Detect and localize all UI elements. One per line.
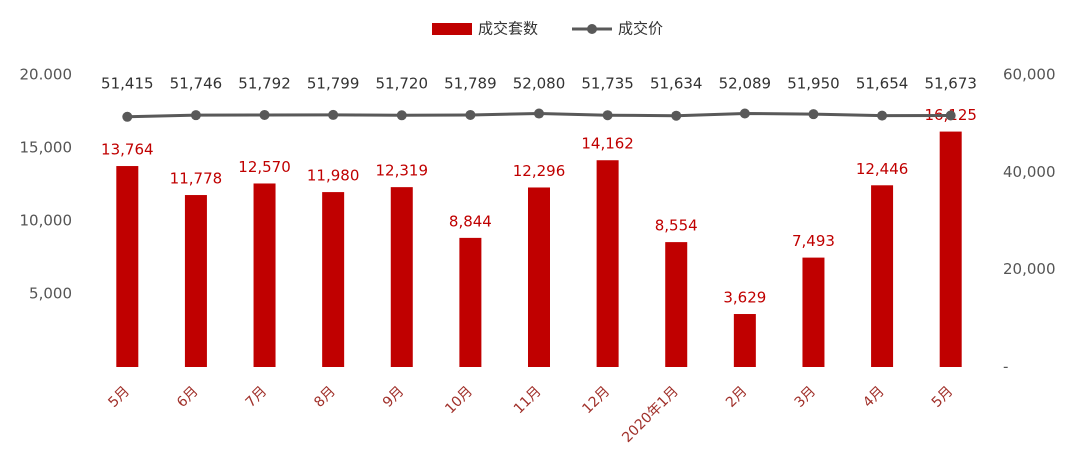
bar-value-label: 11,980 xyxy=(307,167,360,185)
legend-marker xyxy=(587,24,597,34)
x-tick-label: 5月 xyxy=(929,383,957,411)
bar xyxy=(390,187,413,367)
price-marker xyxy=(396,110,407,121)
line-value-label: 51,415 xyxy=(101,75,154,93)
bar-value-label: 12,296 xyxy=(513,162,566,180)
price-marker xyxy=(122,111,133,122)
line-value-label: 51,950 xyxy=(787,75,840,93)
bar xyxy=(596,160,619,367)
bar-value-label: 8,554 xyxy=(655,217,698,235)
price-marker xyxy=(465,109,476,120)
bar-value-label: 12,570 xyxy=(238,158,291,176)
x-tick-label: 5月 xyxy=(105,383,133,411)
bar xyxy=(322,192,345,367)
bar xyxy=(802,257,825,367)
bar-value-label: 7,493 xyxy=(792,232,835,250)
x-tick-label: 6月 xyxy=(174,383,202,411)
y-tick-label: 15,000 xyxy=(20,139,73,157)
x-tick-label: 3月 xyxy=(792,383,820,411)
legend: 成交套数 成交价 xyxy=(432,20,663,38)
bar-value-label: 11,778 xyxy=(170,170,223,188)
bar xyxy=(459,237,482,367)
bar xyxy=(528,187,550,367)
line-value-label: 51,654 xyxy=(856,75,909,93)
x-tick-label: 7月 xyxy=(243,383,271,411)
legend-swatch xyxy=(432,23,472,35)
price-marker xyxy=(328,109,339,120)
price-marker xyxy=(602,110,613,121)
x-tick-label: 10月 xyxy=(442,383,476,417)
price-marker xyxy=(808,109,819,120)
bar-value-label: 8,844 xyxy=(449,212,492,230)
bar xyxy=(116,166,139,367)
line-value-label: 51,792 xyxy=(238,75,291,93)
y2-tick-label: 60,000 xyxy=(1003,66,1056,84)
x-tick-label: 2月 xyxy=(723,383,751,411)
line-value-label: 51,720 xyxy=(376,75,429,93)
bar xyxy=(939,131,962,367)
line-value-label: 51,673 xyxy=(924,75,977,93)
bar-value-label: 12,319 xyxy=(376,162,429,180)
x-tick-label: 8月 xyxy=(311,383,339,411)
x-tick-label: 12月 xyxy=(579,383,613,417)
line-value-label: 52,089 xyxy=(719,75,772,93)
y-tick-label: 20.000 xyxy=(20,66,73,84)
line-value-label: 51,746 xyxy=(170,75,223,93)
line-value-label: 51,735 xyxy=(581,75,634,93)
price-marker xyxy=(877,110,888,121)
price-marker xyxy=(945,110,956,121)
legend-label: 成交套数 xyxy=(478,20,538,38)
x-tick-label: 9月 xyxy=(380,383,408,411)
price-marker xyxy=(534,108,544,119)
bar xyxy=(733,314,756,367)
bar xyxy=(184,195,207,367)
x-tick-label: 11月 xyxy=(511,383,545,417)
y2-tick-label: 20,000 xyxy=(1003,260,1056,278)
price-marker xyxy=(190,110,201,121)
bar xyxy=(665,242,688,367)
bar-value-label: 3,629 xyxy=(723,289,766,307)
price-marker xyxy=(671,110,682,121)
y2-tick-label: - xyxy=(1003,358,1008,376)
bar-value-label: 13,764 xyxy=(101,141,154,159)
y2-tick-label: 40,000 xyxy=(1003,163,1056,181)
bar xyxy=(871,185,894,367)
bar-value-label: 12,446 xyxy=(856,160,909,178)
price-marker xyxy=(739,108,750,119)
line-value-label: 51,789 xyxy=(444,75,497,93)
bar-value-label: 14,162 xyxy=(581,135,634,153)
legend-label: 成交价 xyxy=(618,20,663,38)
bar xyxy=(253,183,276,367)
price-marker xyxy=(259,109,270,120)
x-tick-label: 4月 xyxy=(860,383,888,411)
line-value-label: 51,799 xyxy=(307,75,360,93)
y-tick-label: 10,000 xyxy=(20,212,73,230)
x-tick-label: 2020年1月 xyxy=(619,383,682,446)
line-value-label: 52,080 xyxy=(513,75,566,93)
y-tick-label: 5,000 xyxy=(29,285,72,303)
line-value-label: 51,634 xyxy=(650,75,703,93)
